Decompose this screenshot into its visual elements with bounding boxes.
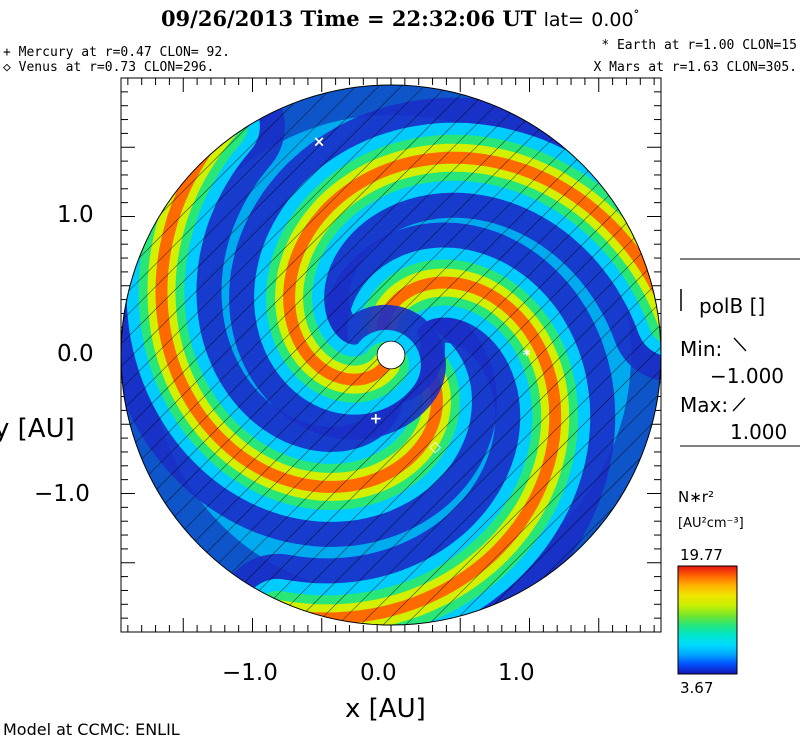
marker-earth: * <box>523 346 531 364</box>
title-lat-unit: ° <box>633 8 640 21</box>
x-axis-label: x [AU] <box>345 694 426 724</box>
marker-mercury: + <box>369 410 382 428</box>
title-time-label: Time = <box>300 6 385 31</box>
model-credit: Model at CCMC: ENLIL <box>3 720 180 739</box>
mars-info: X Mars at r=1.63 CLON=305. <box>593 60 798 75</box>
max-label: Max: <box>680 393 729 417</box>
disc-outline <box>120 84 662 626</box>
quantity-label: N∗r² <box>678 488 714 506</box>
ytick-label-neg1: −1.0 <box>34 481 90 507</box>
colorbar <box>677 565 738 675</box>
title-time: 22:32:06 UT <box>391 6 537 31</box>
title-date: 09/26/2013 <box>160 6 294 31</box>
title-lat-label: lat= <box>543 9 584 31</box>
density-disc <box>121 85 661 625</box>
min-value: −1.000 <box>710 364 785 388</box>
marker-mars: × <box>313 133 326 151</box>
marker-venus: ◇ <box>430 437 442 455</box>
colorbar-max-label: 19.77 <box>680 546 723 564</box>
xtick-label-0: 0.0 <box>360 660 397 686</box>
y-axis-label: y [AU] <box>0 414 75 444</box>
ytick-label-0: 0.0 <box>57 341 94 367</box>
planet-markers: + ◇ * × <box>313 133 531 456</box>
colorbar-min-label: 3.67 <box>680 679 714 697</box>
venus-info: ◇ Venus at r=0.73 CLON=296. <box>3 60 215 75</box>
polarity-label: polB [] <box>699 294 766 318</box>
xtick-label-neg1: −1.0 <box>222 660 278 686</box>
ytick-label-1: 1.0 <box>57 202 94 228</box>
min-label: Min: <box>680 337 723 361</box>
sun-marker <box>376 340 406 370</box>
max-slash-icon <box>732 397 746 412</box>
earth-info: * Earth at r=1.00 CLON=15 <box>601 38 797 53</box>
units-label: [AU²cm⁻³] <box>678 516 744 531</box>
plot-title: 09/26/2013 Time = 22:32:06 UT lat= 0.00° <box>0 6 800 31</box>
mercury-info: + Mercury at r=0.47 CLON= 92. <box>3 45 230 60</box>
xtick-label-1: 1.0 <box>498 660 535 686</box>
max-value: 1.000 <box>730 420 788 444</box>
min-slash-icon <box>733 337 747 352</box>
title-lat-value: 0.00 <box>591 9 634 31</box>
